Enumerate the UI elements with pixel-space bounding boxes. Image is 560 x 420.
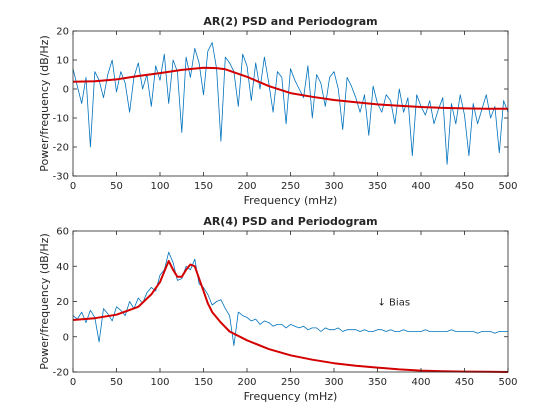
plot-area xyxy=(73,231,508,372)
chart-title: AR(4) PSD and Periodogram xyxy=(203,215,377,228)
x-tick-label: 450 xyxy=(455,377,474,388)
chart-title: AR(2) PSD and Periodogram xyxy=(203,15,377,28)
y-axis-label: Power/frequency (dB/Hz) xyxy=(38,35,51,172)
y-tick-label: 0 xyxy=(63,332,69,343)
x-tick-label: 50 xyxy=(110,181,123,192)
x-tick-label: 150 xyxy=(194,377,213,388)
x-tick-label: 400 xyxy=(411,377,430,388)
y-tick-label: -20 xyxy=(53,143,69,154)
chart-ar2: 0 50 100 150 200 250 300 350 400 450 500 -30 -20 -10 0… xyxy=(38,15,518,207)
x-tick-label: 50 xyxy=(110,377,123,388)
y-tick-label: -20 xyxy=(53,368,69,379)
periodogram-line xyxy=(72,251,508,347)
plot-area xyxy=(73,31,508,176)
psd-line xyxy=(72,260,509,373)
y-axis-label: Power/frequency (dB/Hz) xyxy=(38,233,51,370)
x-tick-label: 450 xyxy=(455,181,474,192)
x-tick-label: 250 xyxy=(281,377,300,388)
x-tick-label: 350 xyxy=(368,181,387,192)
x-tick-label: 0 xyxy=(70,377,76,388)
y-tick-label: 20 xyxy=(56,297,69,308)
x-tick-label: 100 xyxy=(150,377,169,388)
chart-ar4: 0 50 100 150 200 250 300 350 400 450 500-200204060… xyxy=(38,215,518,403)
y-tick-label: 0 xyxy=(63,85,69,96)
x-axis-label: Frequency (mHz) xyxy=(244,390,338,403)
y-tick-label: -10 xyxy=(53,114,69,125)
x-tick-label: 400 xyxy=(411,181,430,192)
x-axis-label: Frequency (mHz) xyxy=(244,194,338,207)
x-tick-label: 200 xyxy=(237,377,256,388)
x-tick-label: 150 xyxy=(194,181,213,192)
x-tick-label: 300 xyxy=(324,181,343,192)
y-tick-label: 40 xyxy=(56,262,69,273)
x-tick-label: 200 xyxy=(237,181,256,192)
periodogram-line xyxy=(72,42,509,165)
x-tick-label: 500 xyxy=(498,181,517,192)
x-tick-label: 250 xyxy=(281,181,300,192)
x-tick-label: 0 xyxy=(70,181,76,192)
bias-annotation: ↓ Bias xyxy=(378,298,411,309)
y-tick-label: 10 xyxy=(56,56,69,67)
x-tick-label: 300 xyxy=(324,377,343,388)
y-tick-label: -30 xyxy=(53,172,69,183)
y-tick-label: 20 xyxy=(56,27,69,38)
x-tick-label: 100 xyxy=(150,181,169,192)
x-tick-label: 350 xyxy=(368,377,387,388)
psd-line xyxy=(72,66,508,110)
x-tick-label: 500 xyxy=(498,377,517,388)
y-tick-label: 60 xyxy=(56,227,69,238)
